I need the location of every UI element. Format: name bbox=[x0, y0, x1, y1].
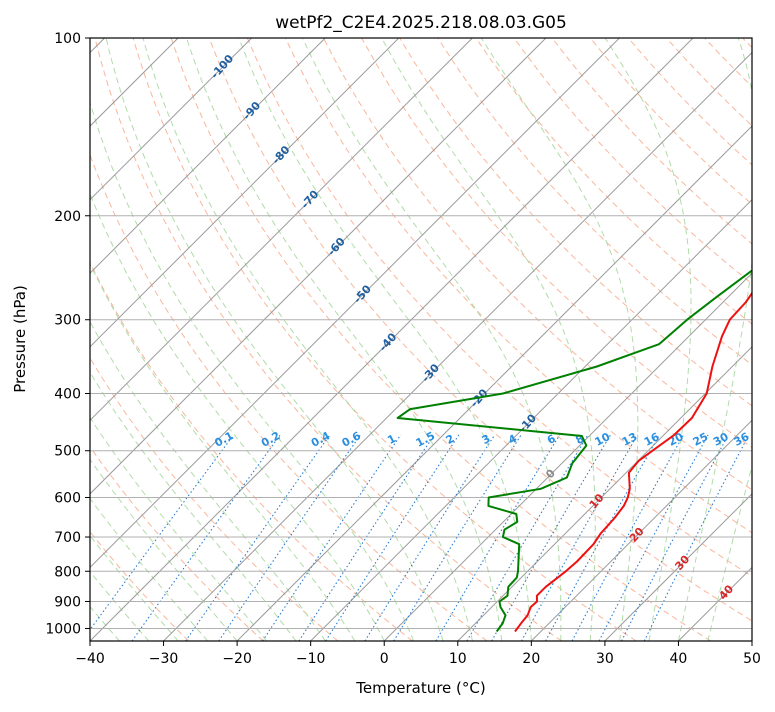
isotherm-line bbox=[458, 38, 775, 641]
x-tick-label: 10 bbox=[449, 651, 467, 667]
dry-adiabat-line bbox=[0, 38, 338, 641]
moist-adiabat-line bbox=[605, 38, 691, 641]
mixing-ratio-line bbox=[467, 435, 588, 641]
dry-adiabat-line bbox=[590, 38, 775, 641]
dry-adiabat-line bbox=[438, 38, 775, 641]
x-tick-label: −20 bbox=[222, 651, 252, 667]
dry-adiabat-line bbox=[57, 38, 487, 641]
mixing-ratio-label: 13 bbox=[620, 430, 640, 449]
isotherm-label: -100 bbox=[208, 52, 236, 81]
x-tick-label: 20 bbox=[522, 651, 540, 667]
mixing-ratio-label: 0.2 bbox=[259, 429, 282, 450]
isotherm-line bbox=[0, 38, 546, 641]
mixing-ratio-label: 2 bbox=[444, 432, 457, 447]
mixing-ratio-line bbox=[186, 435, 330, 641]
mixing-ratio-line bbox=[436, 435, 560, 641]
y-tick-label: 900 bbox=[54, 594, 81, 610]
isotherm-line bbox=[678, 38, 775, 641]
y-tick-label: 700 bbox=[54, 530, 81, 546]
dry-adiabat-line bbox=[743, 38, 775, 641]
pressure-gridlines bbox=[90, 38, 752, 628]
mixing-ratio-label: 25 bbox=[691, 430, 711, 449]
y-tick-label: 200 bbox=[54, 209, 81, 225]
mixing-ratio-line bbox=[263, 435, 401, 641]
moist-adiabat-line bbox=[382, 38, 596, 641]
isotherm-line bbox=[164, 38, 767, 641]
isotherm-line bbox=[0, 38, 325, 641]
y-tick-label: 800 bbox=[54, 564, 81, 580]
moist-adiabat-line bbox=[187, 38, 502, 641]
dry-adiabat-line bbox=[705, 38, 775, 641]
moist-adiabat-line bbox=[0, 38, 208, 641]
sounding-profiles bbox=[398, 38, 775, 632]
moist-adiabat-line bbox=[708, 38, 775, 641]
dry-adiabat-line bbox=[628, 38, 775, 641]
mixing-ratio-line bbox=[365, 435, 495, 641]
x-tick-label: 50 bbox=[743, 651, 761, 667]
x-tick-label: −30 bbox=[149, 651, 179, 667]
dry-adiabat-line bbox=[285, 38, 775, 641]
mixing-ratio-line bbox=[219, 435, 361, 641]
isotherm-line bbox=[311, 38, 775, 641]
isotherm-line bbox=[531, 38, 775, 641]
x-tick-label: 40 bbox=[670, 651, 688, 667]
mixing-ratio-line bbox=[522, 435, 638, 641]
y-tick-label: 600 bbox=[54, 490, 81, 506]
mixing-ratio-label: 10 bbox=[593, 430, 613, 449]
y-tick-label: 1000 bbox=[45, 621, 81, 637]
chart-title: wetPf2_C2E4.2025.218.08.03.G05 bbox=[275, 13, 567, 33]
plot-frame bbox=[90, 38, 752, 641]
mixing-ratio-label: 1 bbox=[385, 432, 398, 447]
x-tick-label: −10 bbox=[296, 651, 326, 667]
mixing-ratio-label: 1.5 bbox=[414, 429, 437, 450]
moist-adiabat-line bbox=[303, 38, 561, 641]
mixing-ratio-line bbox=[644, 435, 749, 641]
x-axis-label: Temperature (°C) bbox=[355, 679, 485, 697]
moist-adiabat-line bbox=[22, 38, 355, 641]
x-tick-label: 30 bbox=[596, 651, 614, 667]
y-tick-label: 500 bbox=[54, 444, 81, 460]
isotherm-line bbox=[16, 38, 619, 641]
y-tick-label: 100 bbox=[54, 31, 81, 47]
mixing-ratio-label: 30 bbox=[711, 430, 731, 449]
moist-adiabat-line bbox=[0, 38, 237, 641]
dry-adiabat-line bbox=[19, 38, 413, 641]
y-tick-label: 400 bbox=[54, 387, 81, 403]
y-axis-label: Pressure (hPa) bbox=[11, 285, 29, 393]
mixing-ratio-label: 3 bbox=[480, 432, 493, 447]
mixing-ratio-label: 36 bbox=[732, 430, 752, 449]
isotherm-line bbox=[0, 38, 399, 641]
x-tick-label: 0 bbox=[380, 651, 389, 667]
isotherm-line bbox=[0, 38, 252, 641]
moist-adiabat-line bbox=[0, 38, 325, 641]
dewpoint-profile-line bbox=[398, 38, 775, 632]
x-tick-label: −40 bbox=[75, 651, 105, 667]
mixing-ratio-label: 0.6 bbox=[340, 429, 364, 450]
x-axis-ticks: −40 −30 −20 −10 0 10 20 30 40 50 bbox=[75, 641, 761, 667]
mixing-ratio-label: 0.4 bbox=[309, 429, 333, 450]
y-tick-label: 300 bbox=[54, 313, 81, 329]
mixing-ratio-line bbox=[599, 435, 708, 641]
isotherm-line bbox=[752, 38, 775, 641]
dry-adiabat-line bbox=[514, 38, 775, 641]
mixing-ratio-label: 0.1 bbox=[212, 429, 235, 450]
y-axis-ticks: 100 200 300 400 500 600 700 800 900 1000 bbox=[45, 31, 90, 637]
